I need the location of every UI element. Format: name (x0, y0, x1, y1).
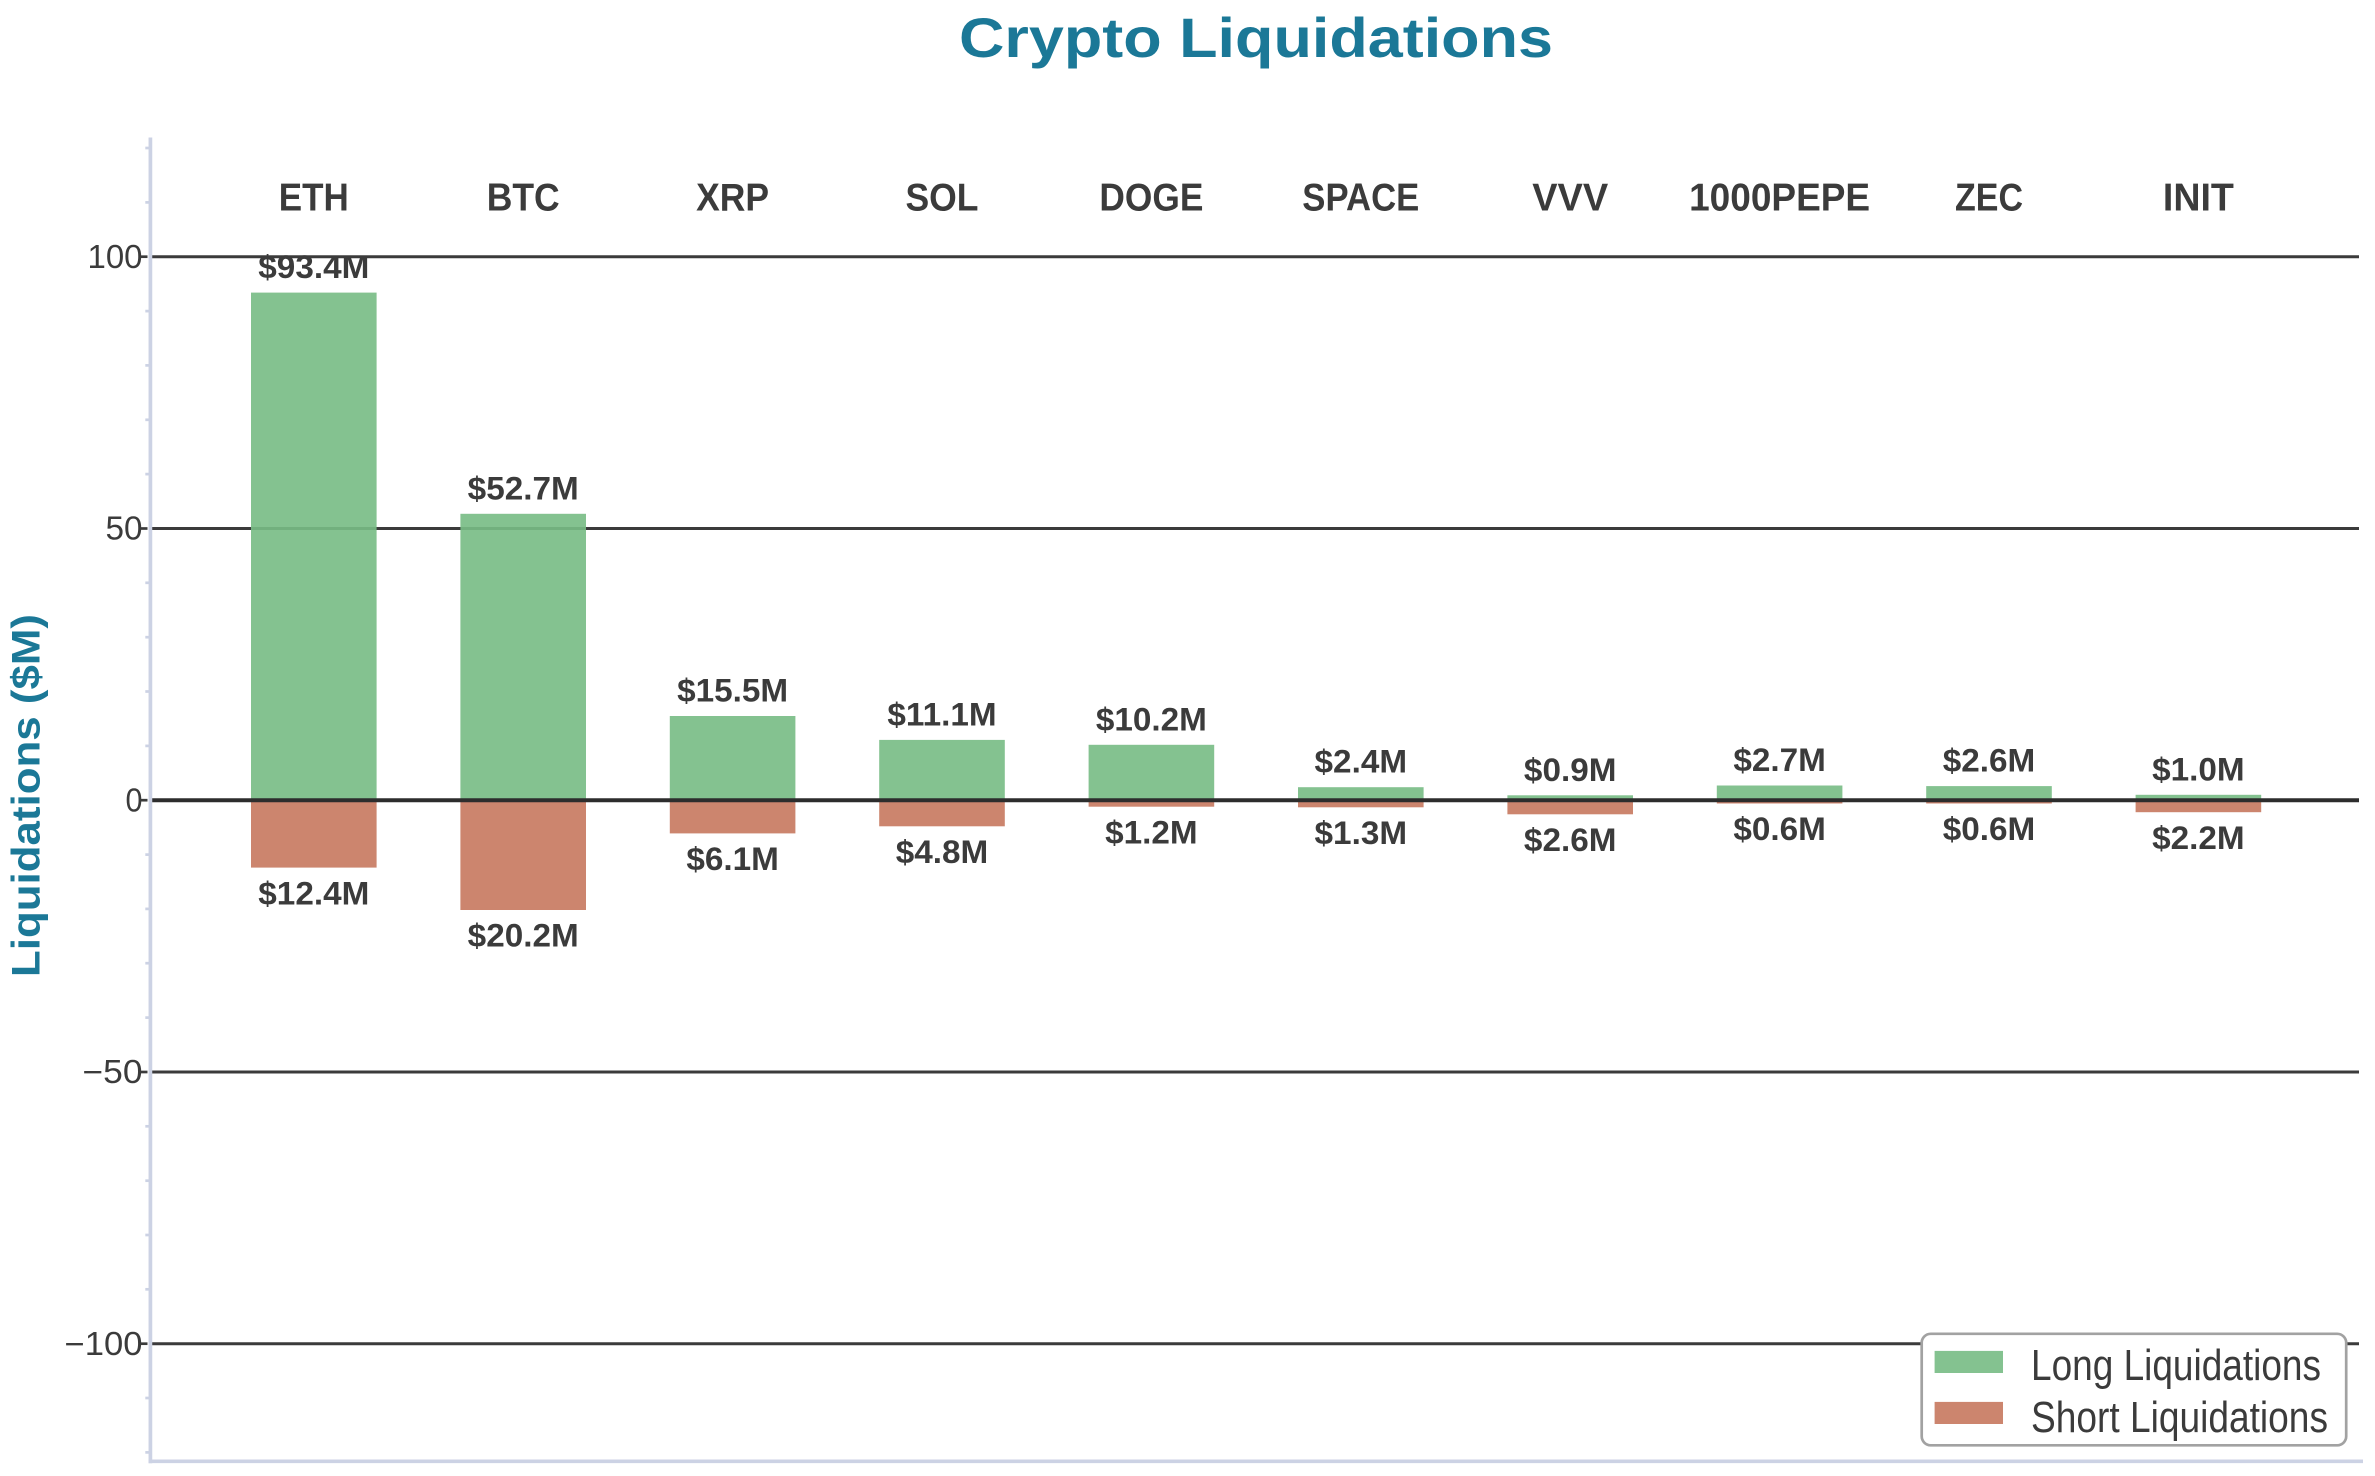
svg-text:1000PEPE: 1000PEPE (1689, 177, 1870, 220)
svg-text:$15.5M: $15.5M (677, 673, 788, 709)
svg-text:$12.4M: $12.4M (258, 875, 369, 911)
svg-text:$2.7M: $2.7M (1733, 742, 1826, 778)
svg-text:$2.2M: $2.2M (2152, 820, 2245, 856)
svg-text:100: 100 (88, 238, 143, 275)
svg-text:$4.8M: $4.8M (896, 834, 989, 870)
svg-text:$20.2M: $20.2M (468, 918, 579, 954)
svg-text:$1.2M: $1.2M (1105, 814, 1198, 850)
svg-text:BTC: BTC (487, 177, 560, 220)
svg-text:50: 50 (106, 510, 143, 547)
svg-text:Short Liquidations: Short Liquidations (2031, 1393, 2328, 1442)
svg-text:Long Liquidations: Long Liquidations (2031, 1341, 2321, 1390)
svg-text:XRP: XRP (696, 177, 769, 220)
svg-text:$2.6M: $2.6M (1943, 743, 2036, 779)
svg-text:$1.0M: $1.0M (2152, 751, 2245, 787)
svg-text:$6.1M: $6.1M (686, 841, 779, 877)
svg-text:$52.7M: $52.7M (468, 470, 579, 506)
svg-text:$10.2M: $10.2M (1096, 701, 1207, 737)
svg-text:DOGE: DOGE (1099, 177, 1203, 220)
svg-text:ETH: ETH (279, 177, 349, 220)
svg-text:ZEC: ZEC (1955, 177, 2023, 220)
svg-text:VVV: VVV (1532, 177, 1608, 220)
svg-text:−100: −100 (65, 1325, 143, 1362)
svg-text:Crypto Liquidations: Crypto Liquidations (959, 6, 1553, 69)
svg-text:$2.4M: $2.4M (1315, 744, 1408, 780)
svg-text:0: 0 (126, 781, 143, 818)
svg-text:SPACE: SPACE (1302, 177, 1419, 220)
svg-text:$0.9M: $0.9M (1524, 752, 1617, 788)
svg-text:$11.1M: $11.1M (887, 696, 996, 732)
svg-text:$0.6M: $0.6M (1943, 811, 2036, 847)
svg-text:$93.4M: $93.4M (258, 249, 369, 285)
svg-text:−50: −50 (83, 1053, 143, 1090)
svg-text:Liquidations ($M): Liquidations ($M) (5, 614, 49, 977)
svg-text:SOL: SOL (906, 177, 979, 220)
svg-text:INIT: INIT (2163, 177, 2234, 220)
svg-text:$2.6M: $2.6M (1524, 822, 1617, 858)
svg-text:$0.6M: $0.6M (1733, 811, 1826, 847)
svg-text:$1.3M: $1.3M (1315, 815, 1408, 851)
